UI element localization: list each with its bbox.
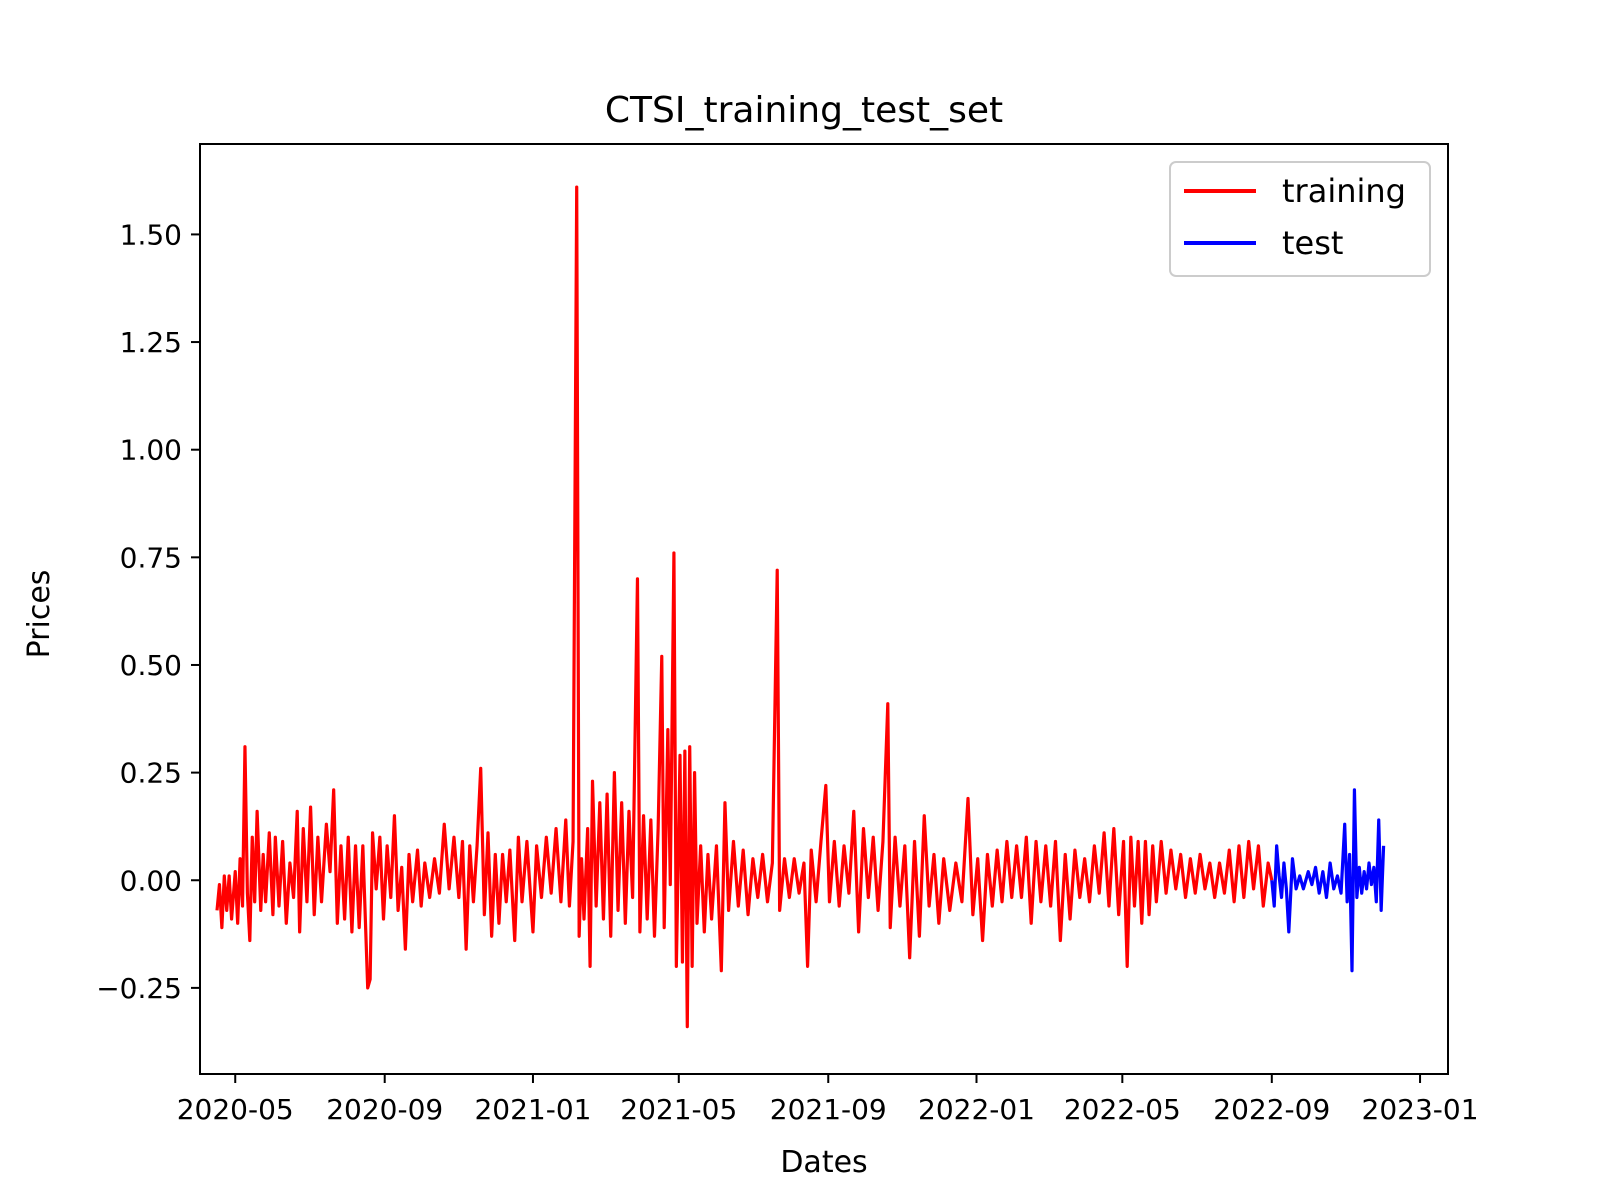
x-tick-label: 2020-05: [177, 1093, 294, 1126]
x-tick-label: 2023-01: [1362, 1093, 1479, 1126]
y-tick-label: 1.00: [120, 434, 182, 467]
y-tick-label: 0.25: [120, 757, 182, 790]
x-tick-label: 2020-09: [326, 1093, 443, 1126]
y-tick-label: 0.75: [120, 541, 182, 574]
x-axis: 2020-05 2020-09 2021-01 2021-05 2021-09 2022-…: [177, 1074, 1479, 1126]
y-tick-label: 1.25: [120, 326, 182, 359]
x-tick-label: 2021-09: [770, 1093, 887, 1126]
series-line-test: [1270, 788, 1386, 973]
y-axis-label: Prices: [22, 570, 57, 659]
x-tick-label: 2021-05: [620, 1093, 737, 1126]
y-tick-label: 0.50: [120, 649, 182, 682]
x-axis-label: Dates: [780, 1145, 867, 1180]
plot-frame: [199, 143, 1449, 1075]
series-layer: [215, 185, 1386, 1029]
x-tick-label: 2022-01: [918, 1093, 1035, 1126]
legend-label-training: training: [1282, 172, 1406, 210]
y-tick-label: 1.50: [120, 218, 182, 251]
y-tick-label: −0.25: [96, 972, 182, 1005]
x-tick-label: 2022-09: [1213, 1093, 1330, 1126]
x-tick-label: 2022-05: [1064, 1093, 1181, 1126]
y-axis: −0.25 0.00 0.25 0.50 0.75 1.00 1.25 1.50: [96, 218, 200, 1005]
y-tick-label: 0.00: [120, 864, 182, 897]
chart-title: CTSI_training_test_set: [605, 90, 1003, 131]
legend: training test: [1169, 161, 1431, 277]
x-tick-label: 2021-01: [474, 1093, 591, 1126]
legend-label-test: test: [1282, 224, 1343, 262]
series-line-training: [215, 185, 1274, 1029]
